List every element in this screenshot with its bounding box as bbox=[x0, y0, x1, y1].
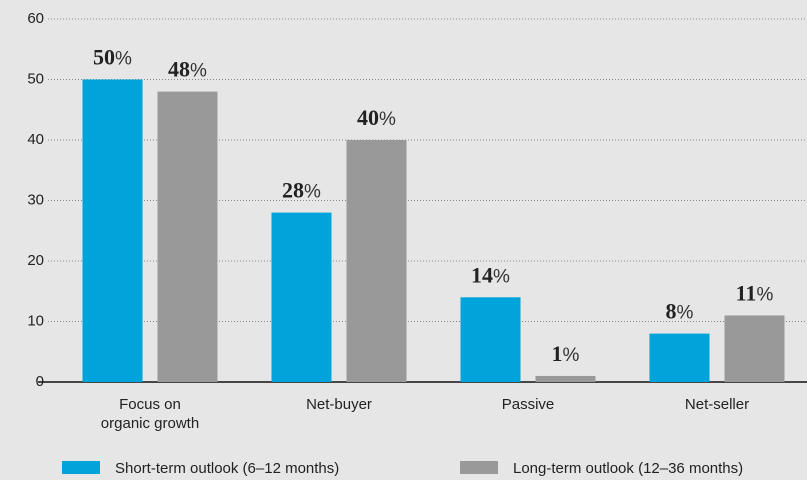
y-tick-label: 10 bbox=[27, 312, 44, 329]
x-label-box: Net-seller bbox=[684, 396, 750, 413]
value-label: 28% bbox=[282, 178, 321, 203]
legend-swatch bbox=[62, 461, 100, 474]
x-tick-label: Focus on organic growth bbox=[100, 396, 200, 432]
y-tick-label: 40 bbox=[27, 131, 44, 148]
bar bbox=[535, 375, 596, 382]
y-tick-label: 30 bbox=[27, 191, 44, 208]
value-label: 50% bbox=[93, 45, 132, 70]
value-label: 8% bbox=[666, 299, 694, 324]
bar bbox=[460, 297, 521, 382]
x-tick-label: Net-buyer bbox=[306, 396, 372, 413]
value-label: 1% bbox=[552, 341, 580, 366]
y-tick-label: 60 bbox=[27, 10, 44, 27]
bar bbox=[724, 315, 785, 382]
value-label: 14% bbox=[471, 262, 510, 287]
x-label-box: Focus on organic growth bbox=[100, 396, 200, 432]
legend-label: Short-term outlook (6–12 months) bbox=[115, 460, 339, 477]
x-tick-label: Net-seller bbox=[684, 396, 750, 413]
bar bbox=[157, 91, 218, 382]
x-label-box: Net-buyer bbox=[306, 396, 372, 413]
x-label-box: Passive bbox=[501, 396, 555, 413]
x-tick-label: Passive bbox=[501, 396, 555, 413]
value-label: 48% bbox=[168, 57, 207, 82]
bar bbox=[649, 333, 710, 382]
legend-swatch bbox=[460, 461, 498, 474]
y-tick-label: 50 bbox=[27, 70, 44, 87]
bar bbox=[346, 140, 407, 382]
value-label: 11% bbox=[736, 280, 774, 305]
legend-label: Long-term outlook (12–36 months) bbox=[513, 460, 743, 477]
bar bbox=[82, 79, 143, 382]
bar bbox=[271, 212, 332, 382]
y-tick-label: 20 bbox=[27, 252, 44, 269]
value-label: 40% bbox=[357, 105, 396, 130]
